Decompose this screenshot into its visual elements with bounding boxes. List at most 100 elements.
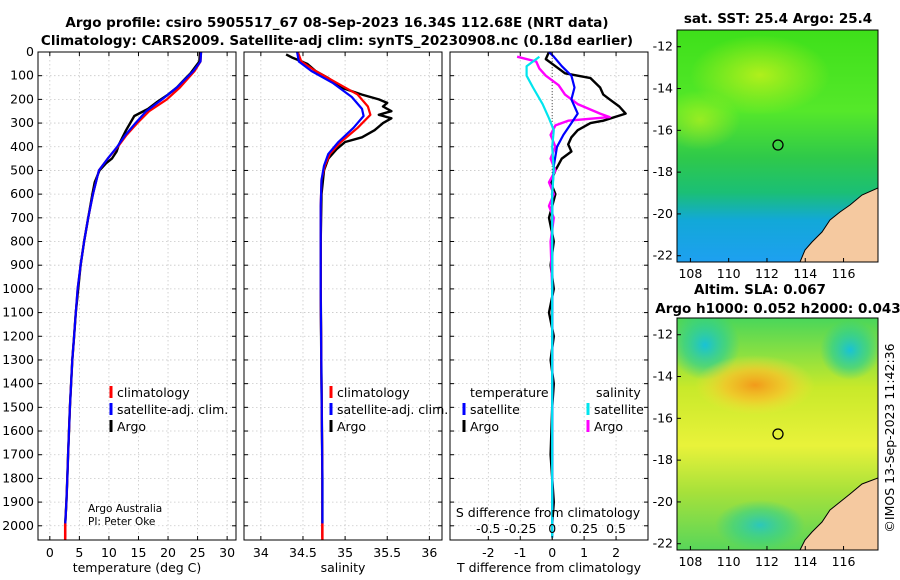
- x-tick-label: 34: [253, 545, 269, 560]
- sla-map-subtitle: Argo h1000: 0.052 h2000: 0.043: [655, 301, 900, 317]
- imos-timestamp: ©IMOS 13-Sep-2023 11:42:36: [882, 343, 897, 532]
- salinity-panel: 34 34.5 35 35.5 36 salinity: [243, 51, 443, 575]
- y-tick-label: 2000: [2, 518, 34, 533]
- legend-argo-label: Argo: [337, 419, 366, 434]
- sst-warm-patch: [690, 35, 830, 115]
- map-x-tick-label: 110: [717, 554, 741, 569]
- difference-legend: temperature salinity satellite Argo sate…: [462, 385, 644, 434]
- map-x-tick-label: 112: [755, 266, 779, 281]
- x-tick-label: 2: [612, 545, 620, 560]
- map-y-tick-label: -20: [653, 494, 673, 509]
- x-tick-label: 30: [219, 545, 235, 560]
- map-x-tick-label: 114: [793, 266, 817, 281]
- legend-climatology-label: climatology: [117, 385, 190, 400]
- y-tick-label: 1100: [2, 305, 34, 320]
- sla-map: Altim. SLA: 0.067 Argo h1000: 0.052 h200…: [653, 282, 900, 569]
- legend-satellite-label: satellite-adj. clim.: [117, 402, 228, 417]
- credit-line2: PI: Peter Oke: [88, 516, 155, 528]
- series-satellite-adj-clim: [64, 51, 203, 538]
- map-x-tick-label: 110: [717, 266, 741, 281]
- sst-map-title: sat. SST: 25.4 Argo: 25.4: [684, 11, 872, 27]
- y-tick-label: 1700: [2, 447, 34, 462]
- map-y-tick-label: -12: [653, 39, 673, 54]
- x-tick-label: 1: [580, 545, 588, 560]
- sla-map-title: Altim. SLA: 0.067: [694, 282, 826, 298]
- s-tick-label: -0.5: [476, 521, 500, 536]
- axes-frame: [243, 51, 443, 541]
- x-tick-label: 35: [337, 545, 353, 560]
- s-tick-label: 0: [548, 521, 556, 536]
- map-y-tick-label: -22: [653, 248, 673, 263]
- map-y-tick-label: -16: [653, 122, 673, 137]
- sla-cyan-patch: [820, 320, 878, 380]
- s-tick-label: 0.25: [570, 521, 598, 536]
- sst-map: sat. SST: 25.4 Argo: 25.4 108 110 112 114 11…: [653, 11, 879, 281]
- map-y-tick-label: -12: [653, 327, 673, 342]
- legend-argo-label: Argo: [117, 419, 146, 434]
- s-tick-label: 0.5: [606, 521, 626, 536]
- map-y-tick-label: -18: [653, 164, 673, 179]
- legend-title-temperature: temperature: [470, 385, 549, 400]
- x-tick-label: 36: [421, 545, 437, 560]
- map-y-tick-label: -14: [653, 81, 673, 96]
- y-tick-label: 900: [10, 257, 34, 272]
- map-y-tick-label: -18: [653, 452, 673, 467]
- series-s-argo: [516, 55, 611, 524]
- map-y-tick-label: -16: [653, 410, 673, 425]
- s-tick-label: -0.25: [504, 521, 536, 536]
- map-x-tick-label: 108: [678, 554, 702, 569]
- x-tick-label: 5: [75, 545, 83, 560]
- y-tick-label: 1500: [2, 399, 34, 414]
- y-tick-label: 1800: [2, 470, 34, 485]
- title-line1: Argo profile: csiro 5905517_67 08-Sep-20…: [65, 15, 608, 31]
- series-argo: [285, 53, 393, 524]
- temperature-panel: 0 5 10 15 20 25 30 temperature (deg C) 0 100 200 30…: [2, 44, 237, 575]
- title-line2: Climatology: CARS2009. Satellite-adj cli…: [41, 33, 633, 49]
- map-y-tick-label: -20: [653, 206, 673, 221]
- y-tick-label: 200: [10, 91, 34, 106]
- map-x-tick-label: 116: [832, 266, 856, 281]
- sst-warm-patch: [677, 90, 740, 150]
- y-tick-label: 400: [10, 139, 34, 154]
- x-axis-label: temperature (deg C): [73, 560, 202, 575]
- land: [799, 187, 878, 262]
- land: [799, 477, 878, 550]
- x-axis-label: salinity: [321, 560, 366, 575]
- temperature-legend: climatology satellite-adj. clim. Argo: [109, 385, 228, 434]
- series-t-argo: [544, 51, 627, 524]
- x-tick-label: 10: [101, 545, 117, 560]
- sla-orange-patch: [695, 355, 815, 415]
- map-x-tick-label: 112: [755, 554, 779, 569]
- legend-s-argo-label: Argo: [594, 419, 623, 434]
- map-x-tick-label: 108: [678, 266, 702, 281]
- series-argo: [64, 51, 202, 524]
- legend-s-satellite-label: satellite: [594, 402, 644, 417]
- y-tick-label: 700: [10, 210, 34, 225]
- series-climatology: [296, 51, 372, 538]
- salinity-legend: climatology satellite-adj. clim. Argo: [329, 385, 448, 434]
- y-tick-label: 1900: [2, 494, 34, 509]
- y-tick-label: 500: [10, 162, 34, 177]
- map-x-tick-label: 114: [793, 554, 817, 569]
- legend-climatology-label: climatology: [337, 385, 410, 400]
- sla-map-frame: [676, 317, 879, 551]
- x-tick-label: 35.5: [373, 545, 401, 560]
- x-tick-label: -1: [514, 545, 526, 560]
- x-tick-label: 0: [46, 545, 54, 560]
- x-axis-label: T difference from climatology: [456, 560, 642, 575]
- map-y-tick-label: -22: [653, 536, 673, 551]
- sla-cyan-patch: [715, 500, 805, 550]
- x-tick-label: -2: [482, 545, 494, 560]
- x-tick-label: 34.5: [289, 545, 317, 560]
- map-x-tick-label: 116: [832, 554, 856, 569]
- y-tick-label: 600: [10, 186, 34, 201]
- legend-t-argo-label: Argo: [470, 419, 499, 434]
- y-tick-label: 300: [10, 115, 34, 130]
- y-tick-label: 1300: [2, 352, 34, 367]
- legend-satellite-label: satellite-adj. clim.: [337, 402, 448, 417]
- y-tick-label: 1400: [2, 376, 34, 391]
- x-tick-label: 15: [131, 545, 147, 560]
- x-tick-label: 25: [190, 545, 206, 560]
- series-satellite-adj-clim: [296, 51, 365, 538]
- x-tick-label: 20: [160, 545, 176, 560]
